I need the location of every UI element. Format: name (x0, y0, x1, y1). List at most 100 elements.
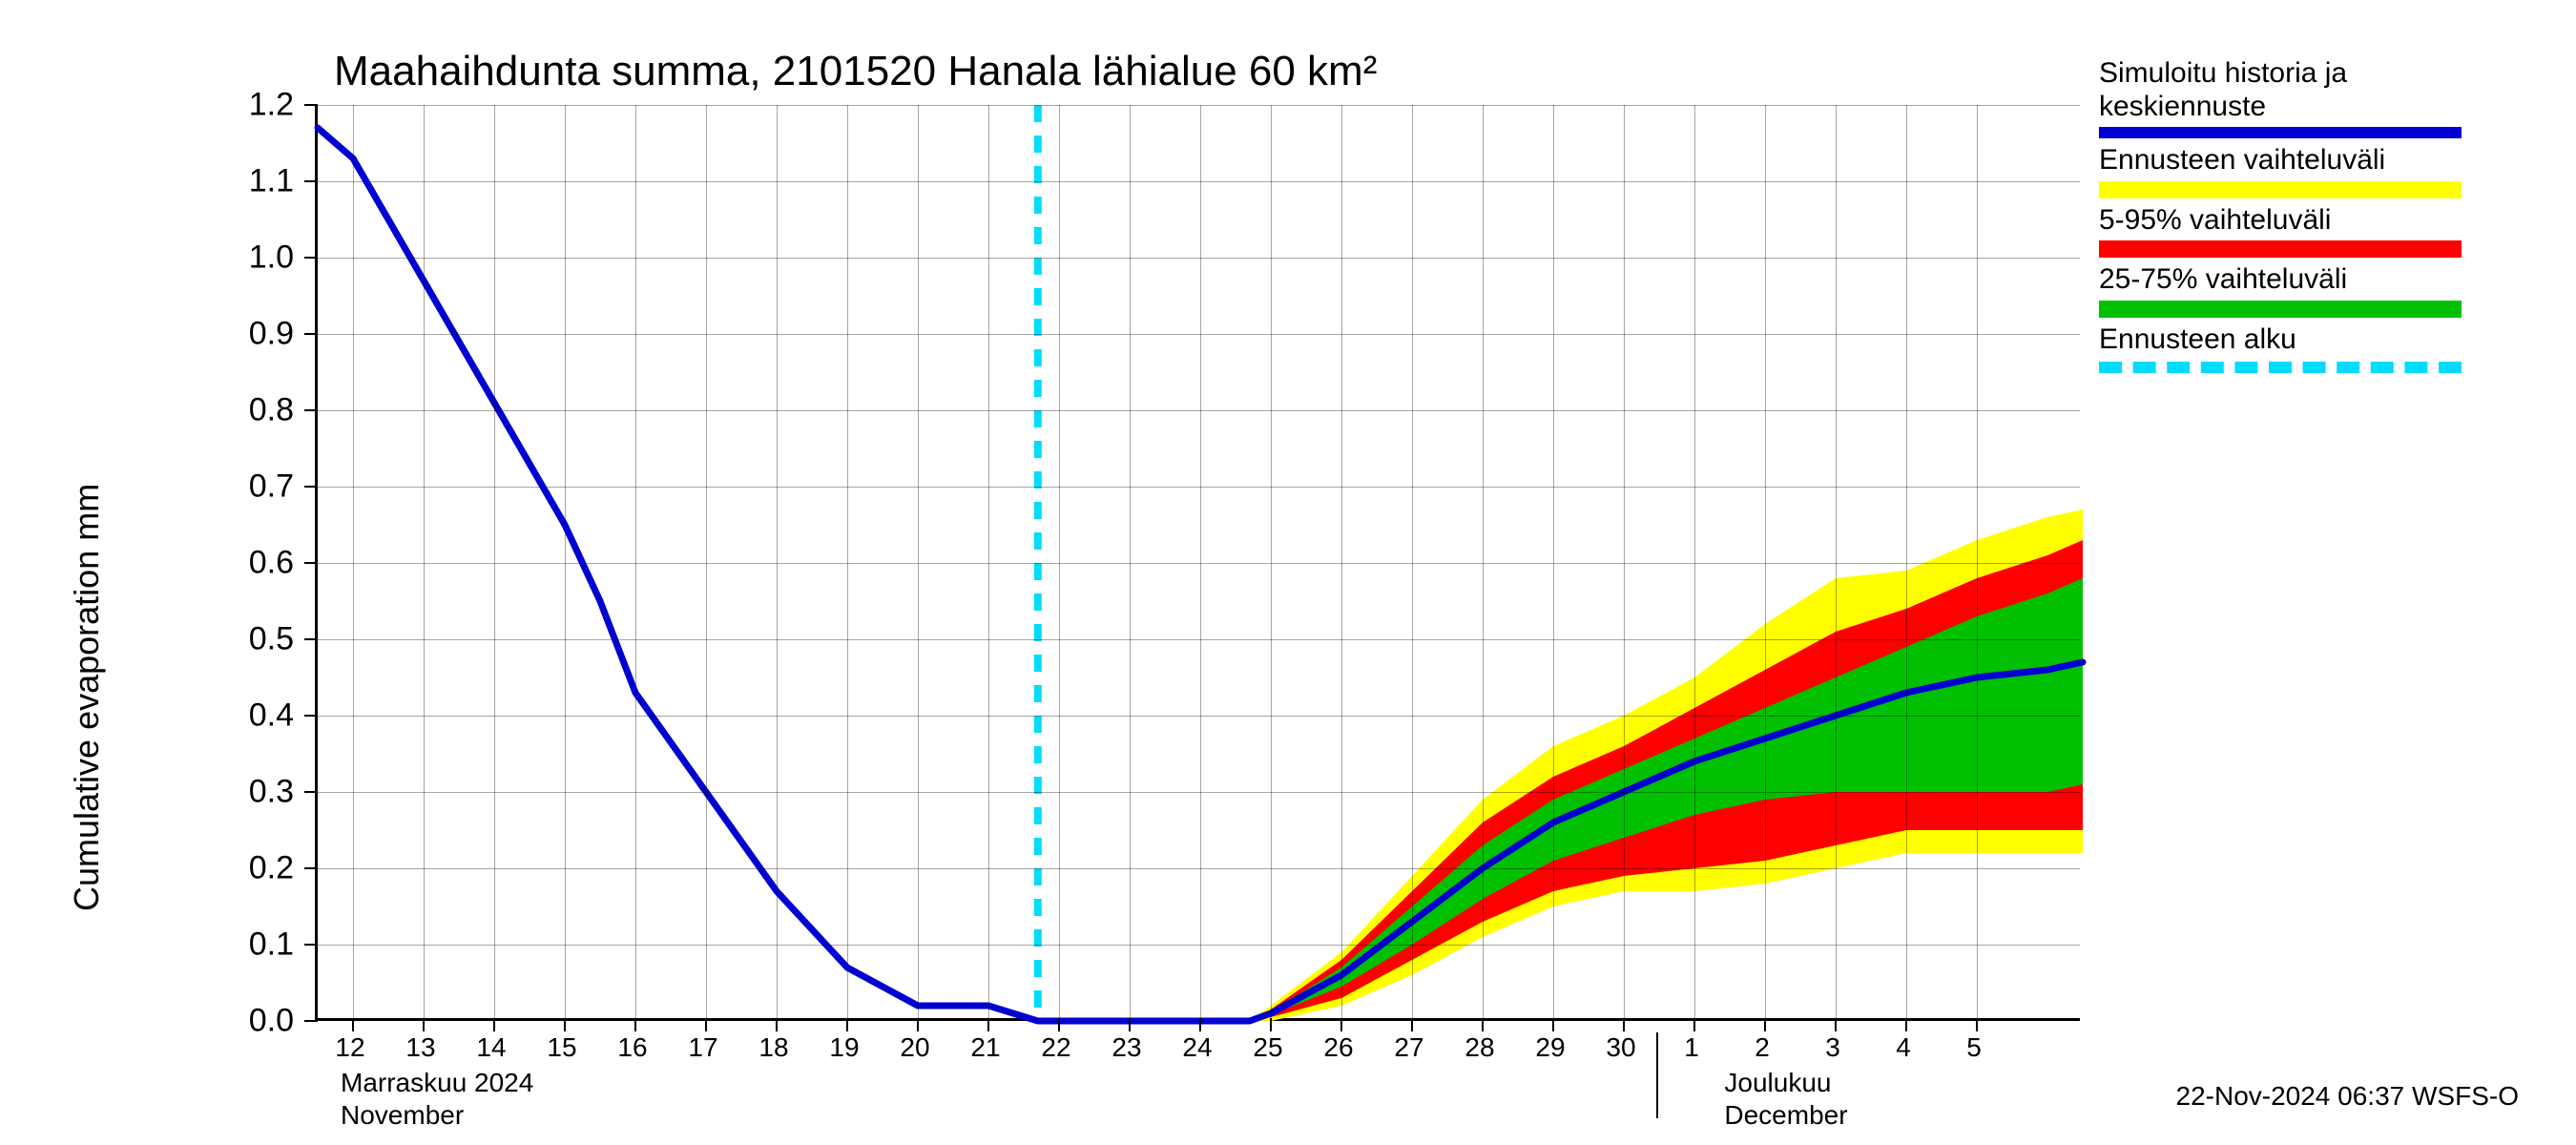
x-tick-label: 25 (1253, 1032, 1282, 1063)
grid-vertical (1271, 105, 1272, 1018)
x-tick (1340, 1018, 1342, 1031)
legend-label: Simuloitu historia jakeskiennuste (2099, 57, 2462, 123)
x-tick (1976, 1018, 1978, 1031)
y-tick-label: 0.4 (249, 697, 294, 735)
legend-item: Simuloitu historia jakeskiennuste (2099, 57, 2462, 138)
x-tick-label: 4 (1896, 1032, 1911, 1063)
legend-item: Ennusteen vaihteluväli (2099, 144, 2462, 198)
y-tick (304, 1020, 318, 1022)
y-tick-label: 1.1 (249, 163, 294, 200)
x-tick-label: 13 (405, 1032, 435, 1063)
x-tick (1129, 1018, 1131, 1031)
x-tick (1482, 1018, 1484, 1031)
grid-horizontal (318, 410, 2080, 411)
grid-vertical (1200, 105, 1201, 1018)
grid-vertical (988, 105, 989, 1018)
y-tick-label: 1.2 (249, 87, 294, 124)
y-tick (304, 104, 318, 106)
grid-vertical (706, 105, 707, 1018)
legend: Simuloitu historia jakeskiennuste Ennuste… (2099, 57, 2462, 379)
grid-horizontal (318, 181, 2080, 182)
x-tick-label: 15 (547, 1032, 576, 1063)
x-tick-label: 12 (335, 1032, 364, 1063)
grid-horizontal (318, 563, 2080, 564)
x-tick-label: 28 (1465, 1032, 1494, 1063)
x-tick (1270, 1018, 1272, 1031)
y-tick-label: 0.5 (249, 621, 294, 658)
x-tick (917, 1018, 919, 1031)
chart-title: Maahaihdunta summa, 2101520 Hanala lähia… (334, 48, 1377, 95)
x-tick-label: 19 (829, 1032, 859, 1063)
y-tick-label: 0.0 (249, 1003, 294, 1040)
legend-line (2099, 127, 2462, 138)
y-tick (304, 791, 318, 793)
grid-vertical (1906, 105, 1907, 1018)
x-tick-label: 17 (688, 1032, 717, 1063)
grid-vertical (494, 105, 495, 1018)
grid-vertical (1341, 105, 1342, 1018)
x-tick-label: 16 (617, 1032, 647, 1063)
x-tick-label: 18 (758, 1032, 788, 1063)
x-tick-label: 26 (1323, 1032, 1353, 1063)
y-tick-label: 0.9 (249, 316, 294, 353)
x-tick (1835, 1018, 1837, 1031)
y-tick-label: 0.1 (249, 926, 294, 964)
y-axis-title: Cumulative evaporation mm (67, 484, 107, 911)
month-separator (1656, 1032, 1658, 1118)
x-tick-label: 30 (1606, 1032, 1635, 1063)
x-tick-label: 27 (1394, 1032, 1423, 1063)
x-tick (1552, 1018, 1554, 1031)
x-tick-label: 2 (1755, 1032, 1770, 1063)
y-tick (304, 638, 318, 640)
grid-horizontal (318, 792, 2080, 793)
y-tick (304, 867, 318, 869)
x-tick (1199, 1018, 1201, 1031)
x-tick (352, 1018, 354, 1031)
grid-vertical (1694, 105, 1695, 1018)
x-tick (776, 1018, 778, 1031)
x-tick (846, 1018, 848, 1031)
grid-vertical (1412, 105, 1413, 1018)
y-tick-label: 0.8 (249, 392, 294, 429)
grid-vertical (918, 105, 919, 1018)
chart-frame: Maahaihdunta summa, 2101520 Hanala lähia… (0, 0, 2576, 1145)
grid-vertical (1483, 105, 1484, 1018)
grid-horizontal (318, 258, 2080, 259)
timestamp-footer: 22-Nov-2024 06:37 WSFS-O (2176, 1081, 2520, 1112)
y-tick-label: 1.0 (249, 239, 294, 277)
legend-item: Ennusteen alku (2099, 323, 2462, 374)
grid-horizontal (318, 868, 2080, 869)
x-tick-label: 29 (1535, 1032, 1565, 1063)
legend-swatch (2099, 240, 2462, 258)
x-tick (1623, 1018, 1625, 1031)
x-tick-label: 24 (1182, 1032, 1212, 1063)
legend-dash (2099, 362, 2462, 373)
x-tick-label: 22 (1041, 1032, 1070, 1063)
y-tick (304, 409, 318, 411)
x-tick-label: 5 (1966, 1032, 1982, 1063)
legend-label: Ennusteen alku (2099, 323, 2462, 357)
grid-horizontal (318, 334, 2080, 335)
y-tick-label: 0.7 (249, 468, 294, 506)
grid-vertical (847, 105, 848, 1018)
y-tick (304, 562, 318, 564)
x-tick (423, 1018, 425, 1031)
grid-vertical (1059, 105, 1060, 1018)
legend-label: 25-75% vaihteluväli (2099, 263, 2462, 297)
grid-horizontal (318, 716, 2080, 717)
y-tick (304, 715, 318, 717)
x-tick (634, 1018, 636, 1031)
x-tick (564, 1018, 566, 1031)
legend-label: Ennusteen vaihteluväli (2099, 144, 2462, 177)
grid-horizontal (318, 945, 2080, 946)
grid-vertical (565, 105, 566, 1018)
x-tick (987, 1018, 989, 1031)
grid-vertical (1977, 105, 1978, 1018)
grid-vertical (1765, 105, 1766, 1018)
x-tick (1764, 1018, 1766, 1031)
grid-vertical (777, 105, 778, 1018)
grid-horizontal (318, 639, 2080, 640)
x-tick-label: 23 (1111, 1032, 1141, 1063)
x-tick (1905, 1018, 1907, 1031)
grid-horizontal (318, 487, 2080, 488)
